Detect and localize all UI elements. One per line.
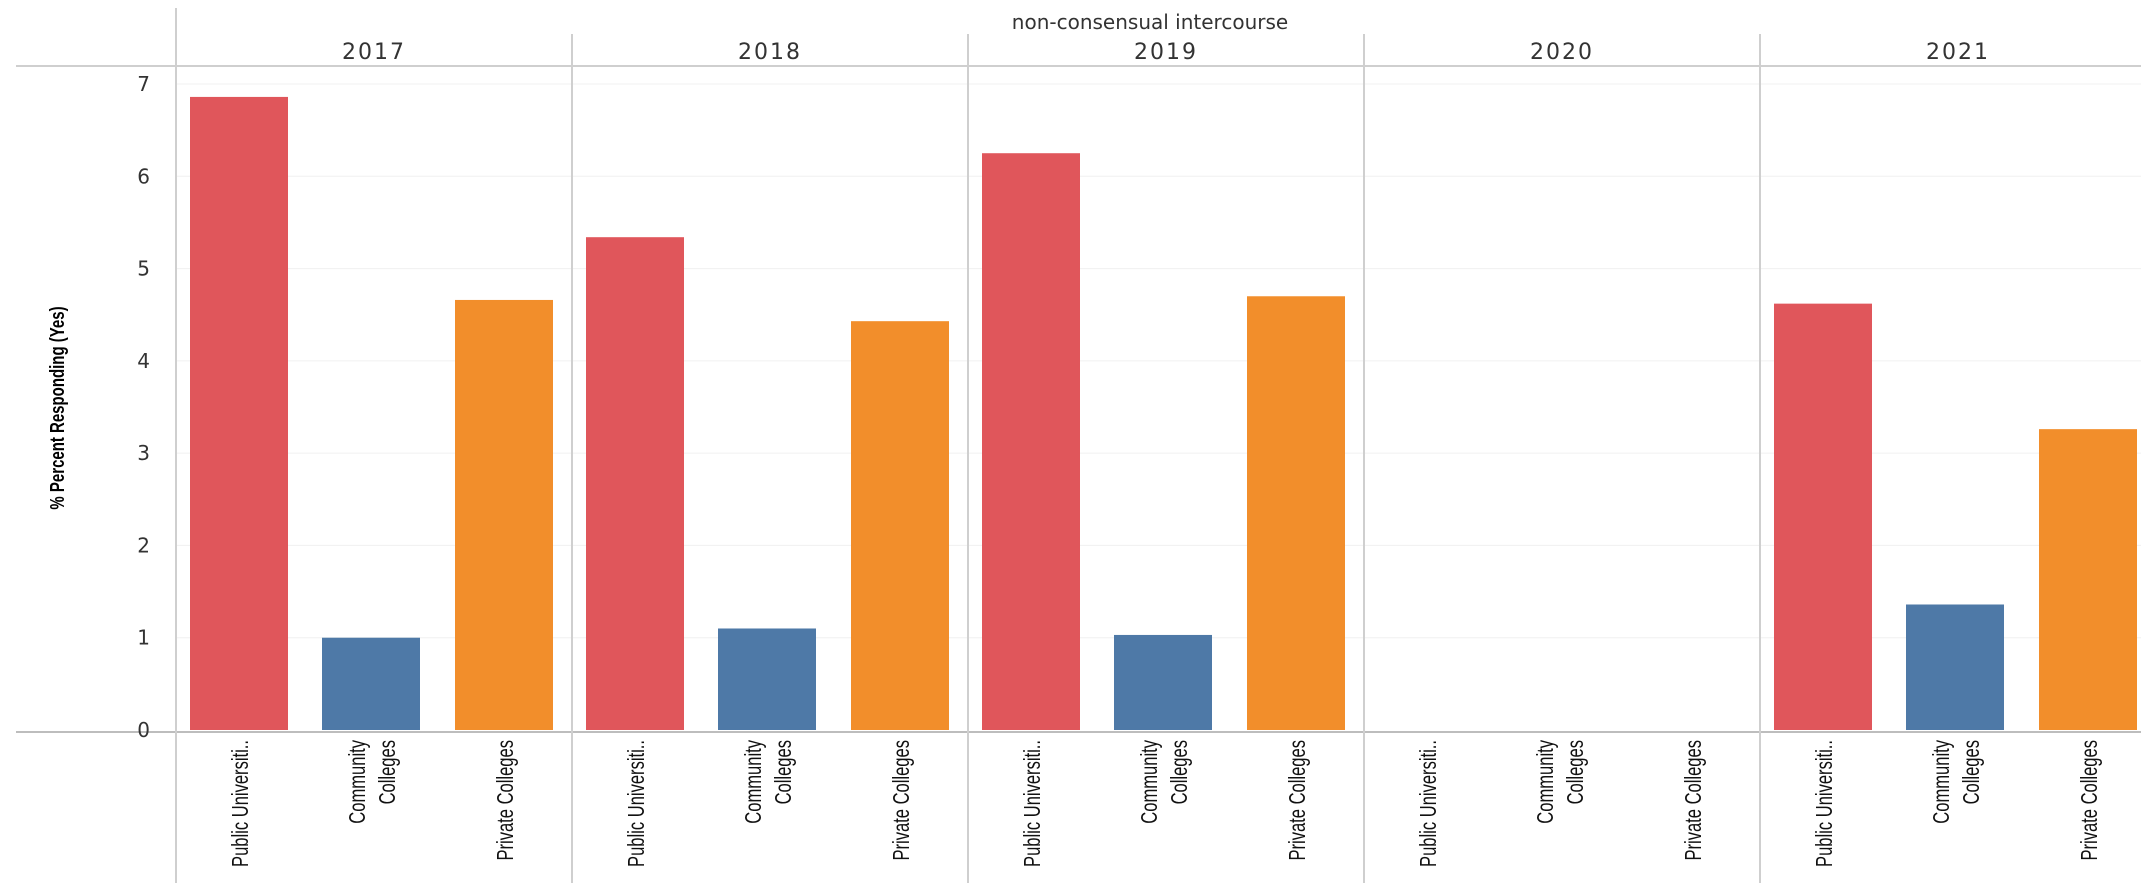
category-label-line: Colleges xyxy=(771,740,796,804)
category-label: Public Universiti.. xyxy=(1812,740,1837,867)
category-label: Community Colleges xyxy=(1929,740,1984,824)
category-label-line: Private Colleges xyxy=(1681,740,1706,861)
category-labels: Public Universiti.. Community Colleges Priv… xyxy=(228,740,2102,867)
panel-header-2021: 2021 xyxy=(1926,40,1990,65)
category-label: Public Universiti.. xyxy=(1416,740,1441,867)
bar xyxy=(1774,303,1872,730)
y-tick-label: 5 xyxy=(137,257,150,281)
panel-header-2020: 2020 xyxy=(1530,40,1594,65)
y-tick-label: 0 xyxy=(137,718,150,742)
category-label: Private Colleges xyxy=(493,740,518,861)
category-label-line: Community xyxy=(1533,740,1558,824)
category-label-line: Public Universiti.. xyxy=(1812,740,1837,867)
category-label: Private Colleges xyxy=(2077,740,2102,861)
category-label-line: Community xyxy=(1137,740,1162,824)
panel-header-2018: 2018 xyxy=(738,40,802,65)
category-label: Public Universiti.. xyxy=(228,740,253,867)
category-label-line: Colleges xyxy=(1167,740,1192,804)
bar xyxy=(1906,604,2004,730)
category-label-line: Private Colleges xyxy=(2077,740,2102,861)
category-label: Private Colleges xyxy=(889,740,914,861)
category-label-line: Public Universiti.. xyxy=(624,740,649,867)
y-tick-label: 4 xyxy=(137,349,150,373)
category-label: Community Colleges xyxy=(741,740,796,824)
category-label-line: Colleges xyxy=(1563,740,1588,804)
category-label: Private Colleges xyxy=(1681,740,1706,861)
category-label: Public Universiti.. xyxy=(1020,740,1045,867)
bars xyxy=(190,96,2137,731)
y-tick-label: 3 xyxy=(137,441,150,465)
category-label-line: Public Universiti.. xyxy=(1020,740,1045,867)
panel-header-2019: 2019 xyxy=(1134,40,1198,65)
category-label-line: Public Universiti.. xyxy=(1416,740,1441,867)
category-label-line: Private Colleges xyxy=(889,740,914,861)
bar xyxy=(851,321,949,730)
panel-headers: 2017 2018 2019 2020 2021 xyxy=(342,40,1990,65)
y-tick-label: 7 xyxy=(137,72,150,96)
panel-header-2017: 2017 xyxy=(342,40,406,65)
chart-title: non-consensual intercourse xyxy=(1012,10,1288,34)
category-label-line: Community xyxy=(345,740,370,824)
bar xyxy=(1114,634,1212,730)
category-label: Private Colleges xyxy=(1285,740,1310,861)
bar xyxy=(455,299,553,730)
y-tick-label: 2 xyxy=(137,533,150,557)
category-label: Community Colleges xyxy=(345,740,400,824)
category-label: Community Colleges xyxy=(1533,740,1588,824)
category-label: Community Colleges xyxy=(1137,740,1192,824)
y-axis-ticks: 0 1 2 3 4 5 6 7 xyxy=(137,72,150,742)
bar xyxy=(190,96,288,731)
category-label-line: Community xyxy=(741,740,766,824)
y-tick-label: 1 xyxy=(137,626,150,650)
category-label: Public Universiti.. xyxy=(624,740,649,867)
category-label-line: Colleges xyxy=(1959,740,1984,804)
chart-frame xyxy=(16,8,2141,883)
y-tick-label: 6 xyxy=(137,164,150,188)
category-label-line: Public Universiti.. xyxy=(228,740,253,867)
bar xyxy=(322,637,420,730)
bar xyxy=(982,153,1080,730)
category-label-line: Private Colleges xyxy=(493,740,518,861)
bar xyxy=(718,628,816,730)
category-label-line: Private Colleges xyxy=(1285,740,1310,861)
y-axis-title: % Percent Responding (Yes) xyxy=(46,306,69,509)
bar xyxy=(1247,296,1345,730)
bar xyxy=(2039,429,2137,730)
bar xyxy=(586,237,684,731)
category-label-line: Colleges xyxy=(375,740,400,804)
category-label-line: Community xyxy=(1929,740,1954,824)
